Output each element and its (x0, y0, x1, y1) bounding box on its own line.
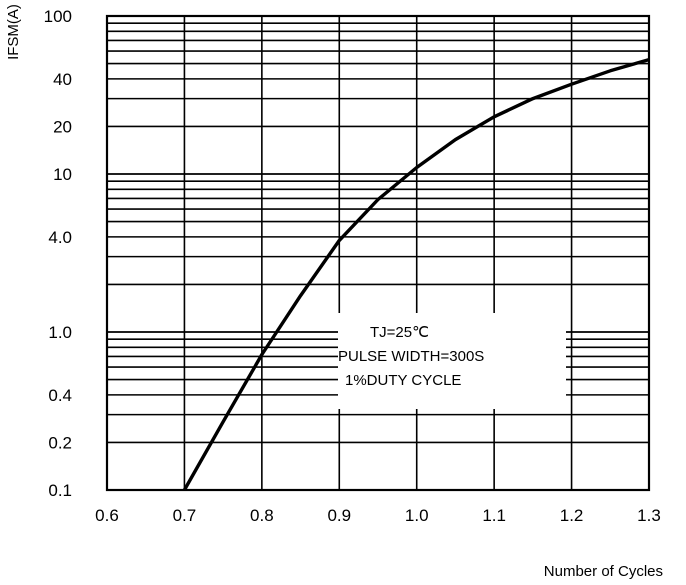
grid (105, 14, 651, 492)
x-tick-label: 0.9 (327, 506, 351, 525)
annotation-box (338, 313, 566, 409)
x-tick-label: 1.1 (482, 506, 506, 525)
y-tick-label: 4.0 (48, 228, 72, 247)
y-tick-label: 0.2 (48, 433, 72, 452)
annotation-line-3: 1%DUTY CYCLE (345, 372, 461, 389)
y-tick-label: 10 (53, 165, 72, 184)
y-tick-label: 40 (53, 70, 72, 89)
y-tick-label: 1.0 (48, 323, 72, 342)
ifsm-curve (182, 57, 650, 491)
y-tick-label: 100 (44, 7, 72, 26)
annotation: TJ=25℃ PULSE WIDTH=300S 1%DUTY CYCLE (338, 324, 484, 389)
x-axis-label: Number of Cycles (544, 563, 663, 580)
x-tick-label: 1.3 (637, 506, 661, 525)
y-axis-label: IFSM(A) (5, 4, 22, 60)
plot-frame (105, 14, 651, 492)
curve-layer (182, 57, 650, 491)
x-tick-label: 0.7 (173, 506, 197, 525)
x-tick-label: 1.2 (560, 506, 584, 525)
y-tick-label: 0.4 (48, 386, 72, 405)
tick-labels: 0.6 0.7 0.8 0.9 1.0 1.1 1.2 1.3 100 40 20 10 4.0 1.0 0… (44, 7, 661, 525)
annotation-line-2: PULSE WIDTH=300S (338, 348, 484, 365)
x-tick-label: 0.6 (95, 506, 119, 525)
x-tick-label: 1.0 (405, 506, 429, 525)
y-tick-label: 0.1 (48, 481, 72, 500)
annotation-line-1: TJ=25℃ (370, 324, 429, 341)
x-tick-label: 0.8 (250, 506, 274, 525)
y-tick-label: 20 (53, 117, 72, 136)
